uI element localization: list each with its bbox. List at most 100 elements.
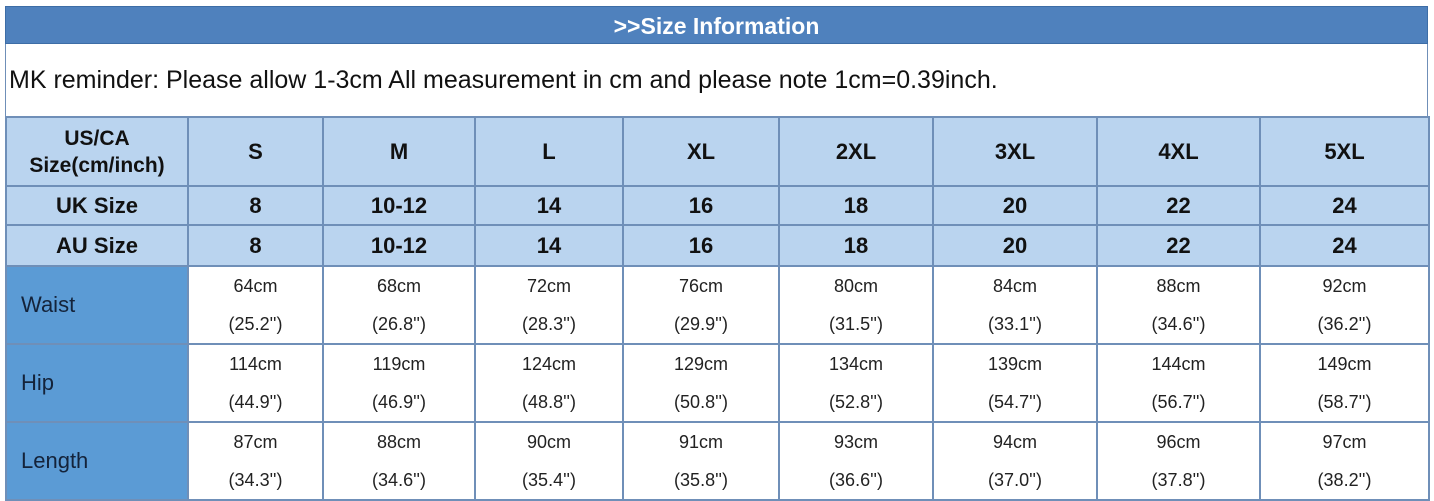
cm-value: 68cm bbox=[376, 276, 421, 296]
size-header-cell: 5XL bbox=[1259, 116, 1430, 187]
measurement-row-waist: Waist 64cm (25.2'') 68cm (26.8'') 72cm (28.3''… bbox=[5, 265, 1430, 345]
cm-value: 114cm bbox=[229, 354, 282, 374]
measurement-cell: 124cm (48.8'') bbox=[474, 343, 624, 423]
cm-value: 80cm bbox=[833, 276, 878, 296]
measurement-cell: 139cm (54.7'') bbox=[932, 343, 1098, 423]
cm-value: 93cm bbox=[833, 432, 878, 452]
measurement-cell: 93cm (36.6'') bbox=[778, 421, 934, 501]
uk-size-cell: 20 bbox=[932, 185, 1098, 226]
size-header-cell: M bbox=[322, 116, 476, 187]
measurement-cell: 88cm (34.6'') bbox=[322, 421, 476, 501]
au-size-cell: 14 bbox=[474, 224, 624, 267]
inch-value: (34.6'') bbox=[1151, 314, 1206, 334]
cm-value: 149cm bbox=[1317, 354, 1372, 374]
inch-value: (44.9'') bbox=[228, 392, 283, 412]
au-size-cell: 22 bbox=[1096, 224, 1261, 267]
measurement-cell: 68cm (26.8'') bbox=[322, 265, 476, 345]
inch-value: (54.7'') bbox=[988, 392, 1042, 412]
measurement-cell: 134cm (52.8'') bbox=[778, 343, 934, 423]
inch-value: (58.7'') bbox=[1317, 392, 1372, 412]
inch-value: (37.8'') bbox=[1151, 470, 1206, 490]
measurement-cell: 84cm (33.1'') bbox=[932, 265, 1098, 345]
cm-value: 97cm bbox=[1322, 432, 1367, 452]
inch-value: (34.3'') bbox=[228, 470, 283, 490]
cm-value: 144cm bbox=[1151, 354, 1206, 374]
inch-value: (46.9'') bbox=[372, 392, 426, 412]
size-header-cell: 2XL bbox=[778, 116, 934, 187]
inch-value: (48.8'') bbox=[522, 392, 576, 412]
inch-value: (26.8'') bbox=[372, 314, 426, 334]
uk-size-label: UK Size bbox=[5, 185, 189, 226]
measurement-label: Waist bbox=[5, 265, 189, 345]
measurement-cell: 80cm (31.5'') bbox=[778, 265, 934, 345]
uk-size-cell: 22 bbox=[1096, 185, 1261, 226]
cm-value: 94cm bbox=[992, 432, 1037, 452]
size-table: US/CA Size(cm/inch) S M L XL 2XL 3XL 4XL 5XL UK S… bbox=[5, 116, 1430, 501]
measurement-cell: 64cm (25.2'') bbox=[187, 265, 324, 345]
inch-value: (50.8'') bbox=[674, 392, 728, 412]
size-header-cell: XL bbox=[622, 116, 780, 187]
cm-value: 87cm bbox=[233, 432, 278, 452]
inch-value: (29.9'') bbox=[674, 314, 728, 334]
measurement-cell: 119cm (46.9'') bbox=[322, 343, 476, 423]
au-size-cell: 18 bbox=[778, 224, 934, 267]
cm-value: 76cm bbox=[678, 276, 723, 296]
au-size-cell: 8 bbox=[187, 224, 324, 267]
measurement-cell: 91cm (35.8'') bbox=[622, 421, 780, 501]
cm-value: 84cm bbox=[992, 276, 1037, 296]
inch-value: (52.8'') bbox=[829, 392, 883, 412]
size-chart: >>Size Information MK reminder: Please a… bbox=[5, 6, 1430, 501]
cm-value: 72cm bbox=[526, 276, 571, 296]
inch-value: (35.4'') bbox=[522, 470, 576, 490]
inch-value: (35.8'') bbox=[674, 470, 728, 490]
cm-value: 88cm bbox=[376, 432, 421, 452]
measurement-cell: 94cm (37.0'') bbox=[932, 421, 1098, 501]
measurement-cell: 72cm (28.3'') bbox=[474, 265, 624, 345]
measurement-label: Hip bbox=[5, 343, 189, 423]
inch-value: (38.2'') bbox=[1317, 470, 1372, 490]
inch-value: (34.6'') bbox=[372, 470, 426, 490]
cm-value: 90cm bbox=[526, 432, 571, 452]
inch-value: (31.5'') bbox=[829, 314, 883, 334]
cm-value: 139cm bbox=[987, 354, 1043, 374]
uk-size-cell: 16 bbox=[622, 185, 780, 226]
inch-value: (25.2'') bbox=[228, 314, 283, 334]
cm-value: 64cm bbox=[233, 276, 278, 296]
cm-value: 119cm bbox=[372, 354, 426, 374]
inch-value: (28.3'') bbox=[522, 314, 576, 334]
measurement-cell: 92cm (36.2'') bbox=[1259, 265, 1430, 345]
measurement-cell: 114cm (44.9'') bbox=[187, 343, 324, 423]
inch-value: (36.2'') bbox=[1317, 314, 1372, 334]
inch-value: (36.6'') bbox=[829, 470, 883, 490]
measurement-cell: 96cm (37.8'') bbox=[1096, 421, 1261, 501]
size-header-cell: 4XL bbox=[1096, 116, 1261, 187]
uk-size-cell: 10-12 bbox=[322, 185, 476, 226]
measurement-cell: 129cm (50.8'') bbox=[622, 343, 780, 423]
measurement-row-hip: Hip 114cm (44.9'') 119cm (46.9'') 124cm (48.8'… bbox=[5, 343, 1430, 423]
size-info-title: >>Size Information bbox=[5, 6, 1428, 44]
cm-value: 124cm bbox=[521, 354, 577, 374]
cm-value: 91cm bbox=[678, 432, 723, 452]
size-header-cell: L bbox=[474, 116, 624, 187]
measurement-cell: 88cm (34.6'') bbox=[1096, 265, 1261, 345]
inch-value: (56.7'') bbox=[1151, 392, 1206, 412]
header-row: US/CA Size(cm/inch) S M L XL 2XL 3XL 4XL 5XL bbox=[5, 116, 1430, 187]
size-header-label: US/CA Size(cm/inch) bbox=[5, 116, 189, 187]
measurement-reminder: MK reminder: Please allow 1-3cm All meas… bbox=[5, 44, 1428, 116]
size-header-cell: S bbox=[187, 116, 324, 187]
au-size-cell: 24 bbox=[1259, 224, 1430, 267]
uk-size-cell: 24 bbox=[1259, 185, 1430, 226]
au-size-cell: 20 bbox=[932, 224, 1098, 267]
measurement-cell: 87cm (34.3'') bbox=[187, 421, 324, 501]
uk-size-cell: 14 bbox=[474, 185, 624, 226]
uk-size-cell: 18 bbox=[778, 185, 934, 226]
au-size-label: AU Size bbox=[5, 224, 189, 267]
inch-value: (33.1'') bbox=[988, 314, 1042, 334]
measurement-row-length: Length 87cm (34.3'') 88cm (34.6'') 90cm (35.4'… bbox=[5, 421, 1430, 501]
measurement-cell: 90cm (35.4'') bbox=[474, 421, 624, 501]
inch-value: (37.0'') bbox=[988, 470, 1042, 490]
measurement-cell: 97cm (38.2'') bbox=[1259, 421, 1430, 501]
au-size-cell: 10-12 bbox=[322, 224, 476, 267]
uk-size-cell: 8 bbox=[187, 185, 324, 226]
cm-value: 134cm bbox=[828, 354, 884, 374]
